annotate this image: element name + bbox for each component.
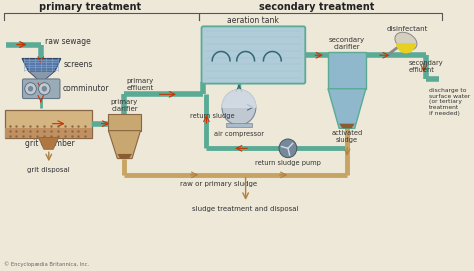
Text: comminutor: comminutor xyxy=(62,84,109,93)
Ellipse shape xyxy=(395,32,417,50)
Text: activated
sludge: activated sludge xyxy=(331,130,363,143)
Text: return sludge pump: return sludge pump xyxy=(255,160,321,166)
Circle shape xyxy=(279,139,297,158)
FancyBboxPatch shape xyxy=(23,79,60,99)
Text: air compressor: air compressor xyxy=(214,131,264,137)
Polygon shape xyxy=(28,71,55,79)
Polygon shape xyxy=(22,59,61,71)
Text: disinfectant: disinfectant xyxy=(386,26,428,32)
Text: aeration tank: aeration tank xyxy=(227,15,279,24)
Text: primary treatment: primary treatment xyxy=(39,2,141,12)
Circle shape xyxy=(25,83,36,95)
Text: grit disposal: grit disposal xyxy=(27,167,70,173)
Text: secondary
clarifier: secondary clarifier xyxy=(329,37,365,50)
Bar xyxy=(109,114,140,131)
Text: primary
effluent: primary effluent xyxy=(126,78,154,91)
Polygon shape xyxy=(339,124,355,128)
Bar xyxy=(226,123,252,127)
Circle shape xyxy=(38,83,50,95)
Circle shape xyxy=(28,86,33,92)
Polygon shape xyxy=(109,131,140,159)
Text: © Encyclopædia Britannica, Inc.: © Encyclopædia Britannica, Inc. xyxy=(4,261,90,267)
FancyBboxPatch shape xyxy=(201,26,305,84)
Text: screens: screens xyxy=(64,60,93,69)
Polygon shape xyxy=(38,138,59,149)
FancyBboxPatch shape xyxy=(5,110,92,138)
Text: secondary
effluent: secondary effluent xyxy=(408,60,443,73)
Circle shape xyxy=(222,90,256,125)
Text: secondary treatment: secondary treatment xyxy=(259,2,374,12)
Bar xyxy=(328,52,366,89)
Polygon shape xyxy=(5,128,92,138)
Text: raw or primary sludge: raw or primary sludge xyxy=(180,181,257,187)
Circle shape xyxy=(42,86,47,92)
Polygon shape xyxy=(222,90,256,107)
Text: discharge to
surface water
(or tertiary
treatment
if needed): discharge to surface water (or tertiary … xyxy=(429,88,470,116)
Text: primary
clarifier: primary clarifier xyxy=(111,99,138,112)
Polygon shape xyxy=(118,154,132,159)
Text: return sludge: return sludge xyxy=(190,113,235,119)
Text: grit chamber: grit chamber xyxy=(25,139,75,148)
Polygon shape xyxy=(328,89,366,128)
Text: raw sewage: raw sewage xyxy=(45,37,91,46)
Text: sludge treatment and disposal: sludge treatment and disposal xyxy=(192,206,299,212)
Wedge shape xyxy=(396,43,416,53)
